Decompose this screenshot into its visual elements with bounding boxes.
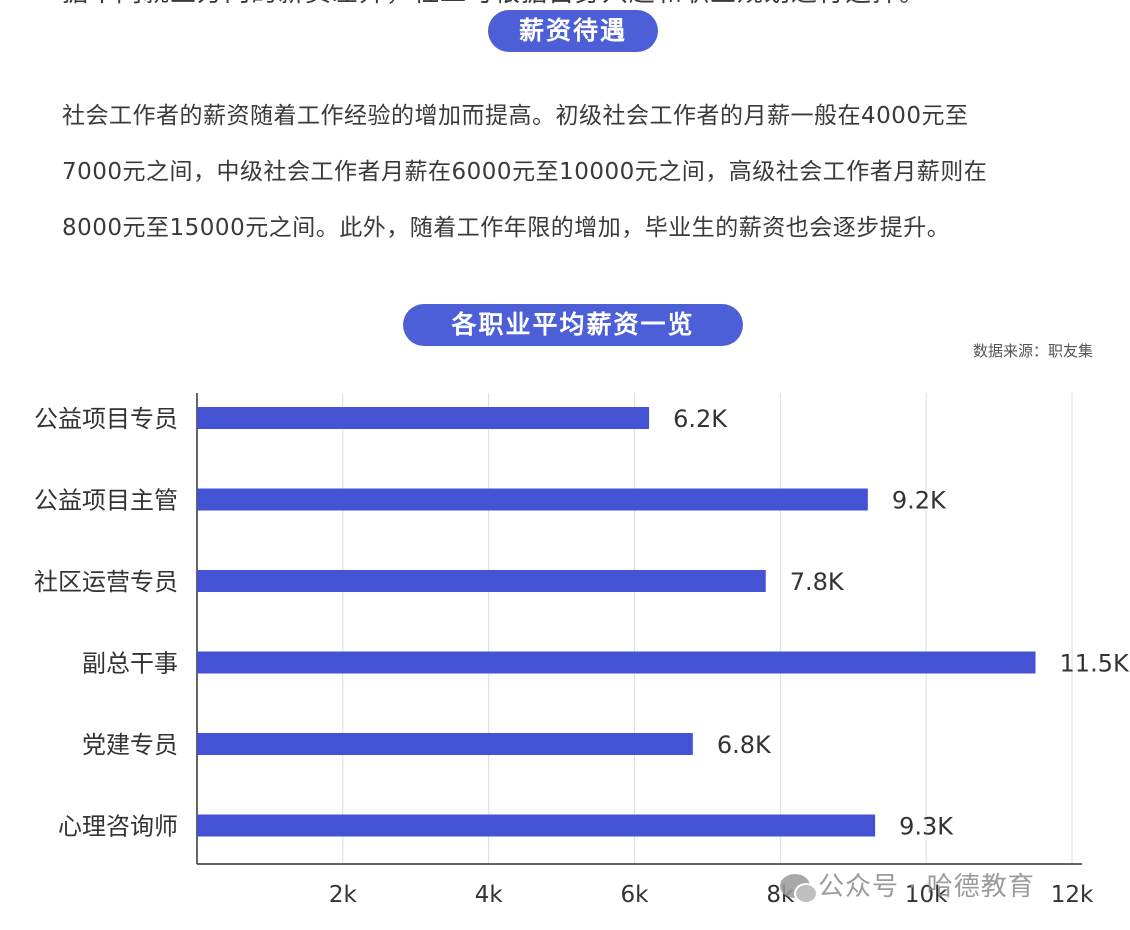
x-tick-label: 12k bbox=[1051, 882, 1094, 908]
category-label: 社区运营专员 bbox=[34, 568, 178, 596]
section-title-badge: 薪资待遇 bbox=[488, 10, 658, 52]
watermark-text: 公众号 · 哈德教育 bbox=[818, 872, 1035, 902]
data-label: 9.3K bbox=[899, 813, 954, 841]
data-source-note: 数据来源：职友集 bbox=[972, 342, 1093, 360]
salary-paragraph: 社会工作者的薪资随着工作经验的增加而提高。初级社会工作者的月薪一般在4000元至… bbox=[62, 88, 1092, 256]
bar bbox=[197, 814, 876, 837]
bar bbox=[197, 651, 1036, 674]
data-label: 9.2K bbox=[892, 487, 947, 515]
x-tick-label: 4k bbox=[475, 882, 504, 908]
watermark: 公众号 · 哈德教育 bbox=[780, 866, 1035, 904]
category-label: 党建专员 bbox=[82, 731, 178, 759]
bar bbox=[197, 570, 766, 592]
bar bbox=[197, 407, 650, 429]
category-label: 公益项目主管 bbox=[34, 487, 178, 515]
bar bbox=[197, 488, 868, 511]
x-tick-label: 6k bbox=[621, 882, 650, 908]
data-label: 11.5K bbox=[1060, 650, 1130, 678]
bar bbox=[197, 733, 693, 755]
paragraph-line-3: 8000元至15000元之间。此外，随着工作年限的增加，毕业生的薪资也会逐步提升… bbox=[62, 215, 951, 241]
cut-off-text-line: 据不同就业方向的薪资差异，社工可根据自身兴趣和职业规划进行选择。 bbox=[62, 0, 962, 8]
wechat-icon bbox=[780, 874, 818, 904]
paragraph-line-1: 社会工作者的薪资随着工作经验的增加而提高。初级社会工作者的月薪一般在4000元至 bbox=[62, 103, 969, 129]
x-tick-label: 10k bbox=[905, 882, 948, 908]
data-label: 6.8K bbox=[717, 731, 772, 759]
data-label: 6.2K bbox=[673, 405, 728, 433]
x-tick-label: 2k bbox=[329, 882, 358, 908]
chart-title-badge: 各职业平均薪资一览 bbox=[403, 304, 743, 346]
category-label: 心理咨询师 bbox=[58, 813, 178, 841]
category-label: 副总干事 bbox=[82, 650, 178, 678]
data-label: 7.8K bbox=[790, 568, 845, 596]
paragraph-line-2: 7000元之间，中级社会工作者月薪在6000元至10000元之间，高级社会工作者… bbox=[62, 159, 988, 185]
category-label: 公益项目专员 bbox=[34, 405, 178, 433]
